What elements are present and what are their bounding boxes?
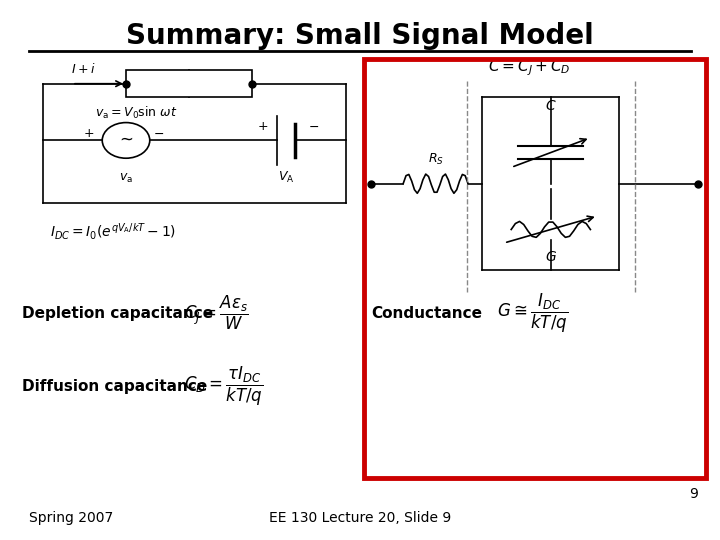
Text: $G$: $G$ (545, 250, 557, 264)
Text: $I_{DC} = I_0(e^{qV_{\rm A}/kT}-1)$: $I_{DC} = I_0(e^{qV_{\rm A}/kT}-1)$ (50, 222, 176, 242)
Text: Conductance: Conductance (371, 306, 482, 321)
Text: +: + (258, 120, 268, 133)
Text: $-$: $-$ (307, 120, 319, 133)
Text: $C_D = \dfrac{\tau I_{DC}}{kT/q}$: $C_D = \dfrac{\tau I_{DC}}{kT/q}$ (184, 364, 263, 408)
Text: Diffusion capacitance: Diffusion capacitance (22, 379, 207, 394)
Text: 9: 9 (690, 487, 698, 501)
Text: $C = C_J + C_D$: $C = C_J + C_D$ (488, 57, 570, 78)
Text: Depletion capacitance: Depletion capacitance (22, 306, 212, 321)
Text: P: P (156, 77, 164, 91)
Text: $v_{\rm a} = V_0 \sin\,\omega t$: $v_{\rm a} = V_0 \sin\,\omega t$ (96, 105, 178, 122)
Bar (126, 70, 252, 97)
Text: ~: ~ (119, 130, 133, 148)
Text: $V_{\rm A}$: $V_{\rm A}$ (278, 170, 294, 185)
Text: $I + i$: $I + i$ (71, 62, 95, 76)
Bar (364, 59, 706, 478)
Text: $C_J = \dfrac{A\varepsilon_s}{W}$: $C_J = \dfrac{A\varepsilon_s}{W}$ (184, 294, 248, 332)
Text: Spring 2007: Spring 2007 (29, 511, 113, 525)
Text: N: N (213, 77, 223, 91)
Text: $R_S$: $R_S$ (428, 152, 444, 167)
Text: +: + (84, 127, 94, 140)
Text: $v_{\rm a}$: $v_{\rm a}$ (119, 172, 133, 185)
Text: Summary: Small Signal Model: Summary: Small Signal Model (126, 22, 594, 50)
Text: EE 130 Lecture 20, Slide 9: EE 130 Lecture 20, Slide 9 (269, 511, 451, 525)
Text: $-$: $-$ (153, 127, 164, 140)
Text: $G \cong \dfrac{I_{DC}}{kT/q}$: $G \cong \dfrac{I_{DC}}{kT/q}$ (497, 292, 568, 335)
Text: $C$: $C$ (545, 99, 557, 113)
